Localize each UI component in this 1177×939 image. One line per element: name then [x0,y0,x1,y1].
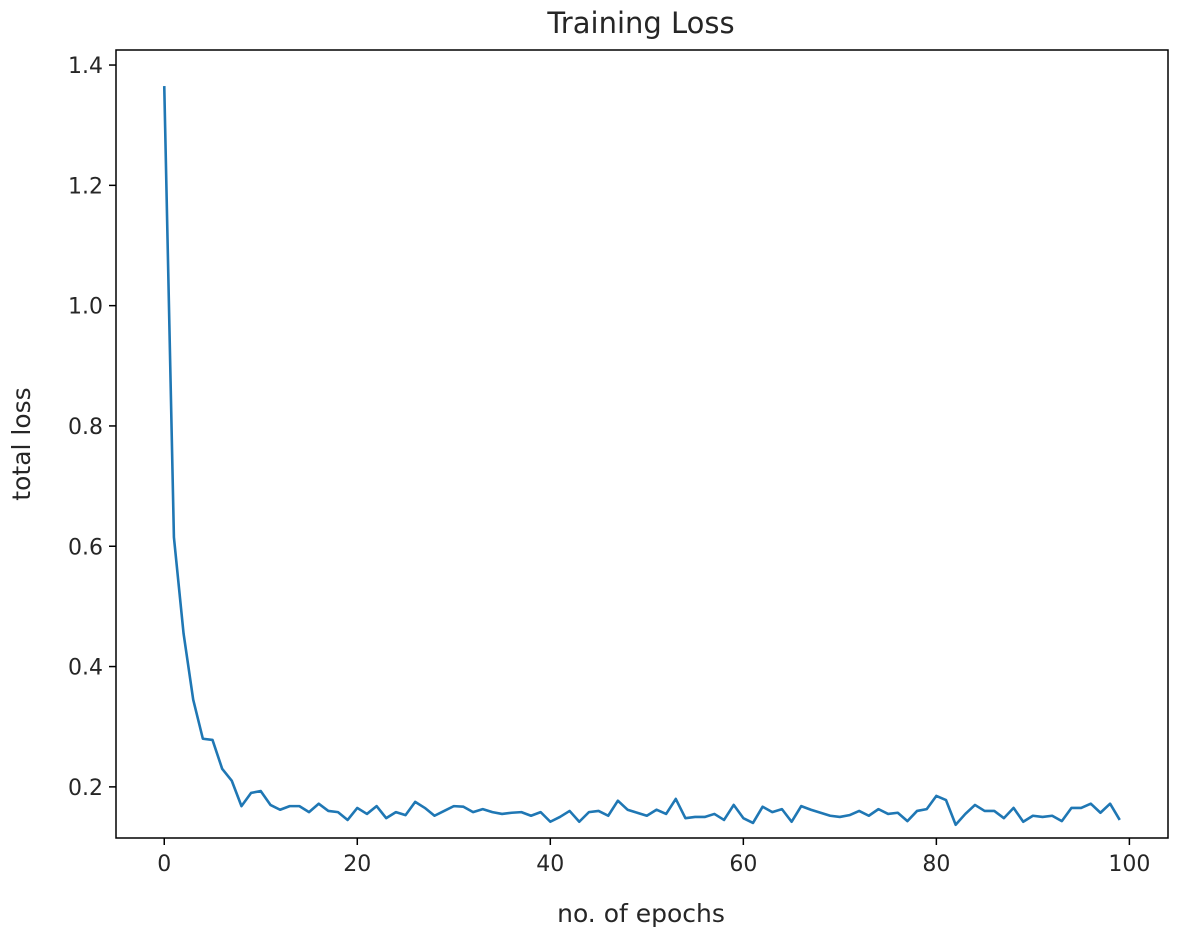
y-axis: 0.2 0.4 0.6 0.8 1.0 1.2 1.4 [68,54,116,801]
y-tick-label: 0.6 [68,535,103,560]
plot-frame [115,49,1169,839]
x-tick-label: 60 [729,852,757,877]
x-tick-label: 40 [536,852,564,877]
y-tick-label: 0.2 [68,776,103,801]
y-tick-label: 0.4 [68,656,103,681]
x-axis: 0 20 40 60 80 100 [157,838,1150,877]
y-tick-label: 1.2 [68,174,103,199]
series-line-total-loss [162,86,1121,827]
y-tick-label: 1.4 [68,54,103,79]
series-layer [162,86,1121,827]
x-tick-label: 100 [1108,852,1150,877]
chart-title: Training Loss [546,6,734,40]
y-axis-title: total loss [7,387,36,500]
y-tick-label: 1.0 [68,295,103,320]
plot-area: 0 20 40 60 80 100 0.2 0.4 0.6 0.8 1.0 1.2 1.4 [68,49,1169,877]
x-tick-label: 0 [157,852,171,877]
x-tick-label: 20 [343,852,371,877]
y-tick-label: 0.8 [68,415,103,440]
x-axis-title: no. of epochs [557,899,725,928]
x-tick-label: 80 [922,852,950,877]
